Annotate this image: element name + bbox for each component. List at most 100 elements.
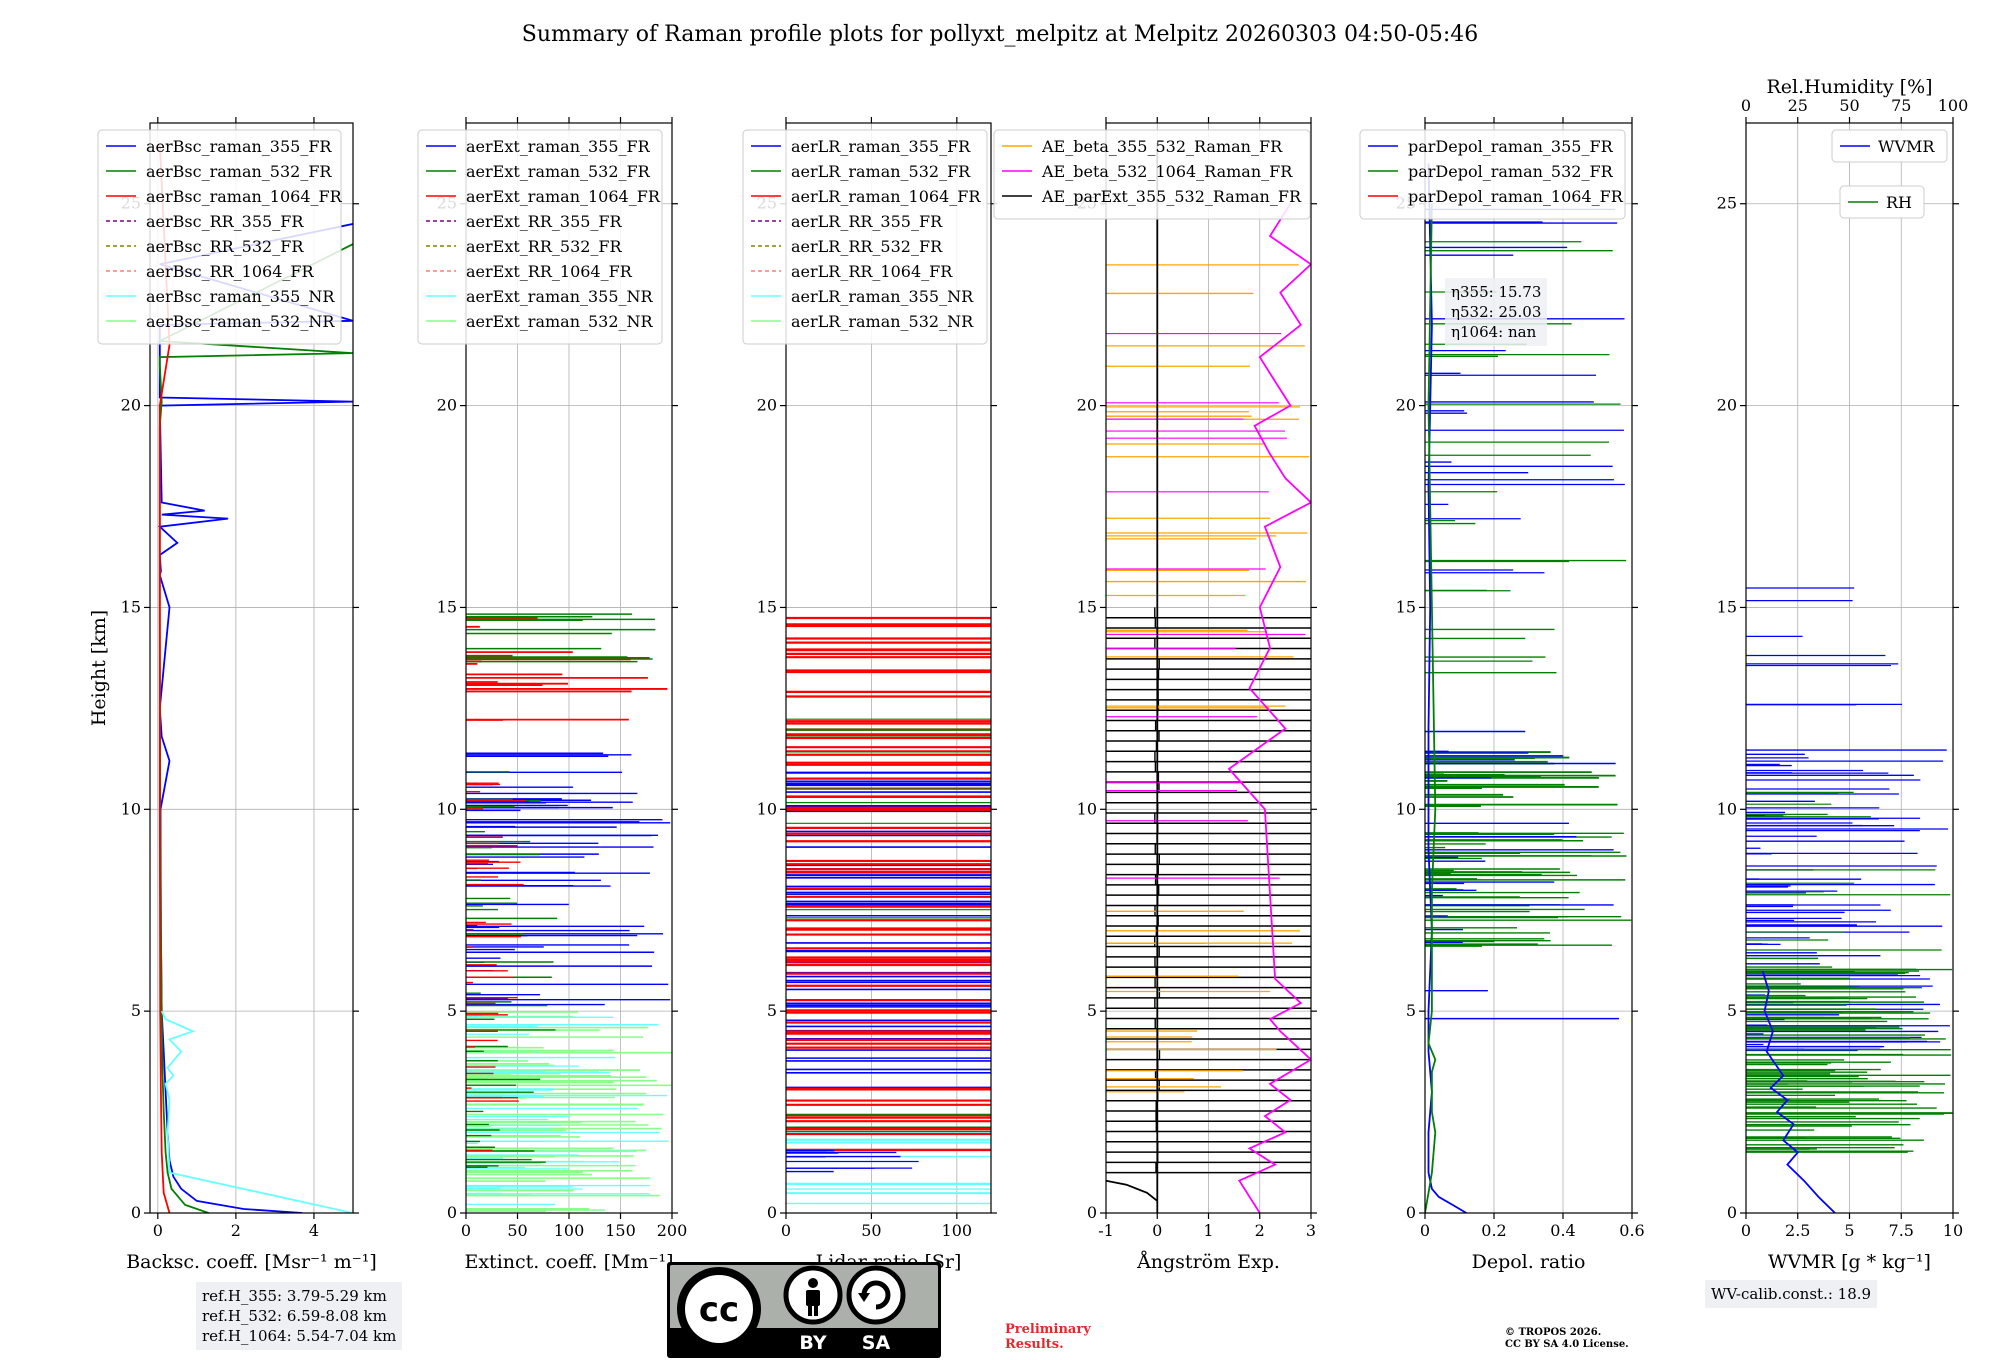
legend-label: parDepol_raman_532_FR <box>1408 162 1614 181</box>
top-tick-label: 25 <box>1788 96 1808 115</box>
legend-label: aerExt_RR_532_FR <box>466 237 623 256</box>
x-tick-label: 50 <box>507 1221 527 1240</box>
cc-by-label: BY <box>799 1332 826 1354</box>
x-tick-label: 0 <box>153 1221 163 1240</box>
legend-label: RH <box>1886 193 1912 212</box>
legend-label: aerBsc_raman_532_NR <box>146 312 335 331</box>
y-tick-label: 15 <box>1717 597 1737 616</box>
subplot-bsc: 0240510152025Backsc. coeff. [Msr⁻¹ m⁻¹]H… <box>88 117 377 1273</box>
legend-label: aerBsc_raman_355_FR <box>146 137 332 156</box>
legend-label: aerLR_RR_532_FR <box>791 237 943 256</box>
x-tick-label: 4 <box>309 1221 319 1240</box>
legend-box <box>1359 129 1626 220</box>
subplot-ext: 0501001502000510152025Extinct. coeff. [M… <box>417 117 688 1273</box>
x-tick-label: 0.6 <box>1619 1221 1644 1240</box>
y-tick-label: 5 <box>447 1001 457 1020</box>
legend-label: aerLR_RR_1064_FR <box>791 262 953 281</box>
y-tick-label: 0 <box>1087 1203 1097 1222</box>
y-tick-label: 15 <box>437 597 457 616</box>
axes-frame-dep <box>1424 122 1633 1214</box>
top-tick-label: 0 <box>1741 96 1751 115</box>
legend-label: aerExt_raman_532_NR <box>466 312 654 331</box>
y-tick-label: 20 <box>437 396 457 415</box>
y-tick-label: 15 <box>121 597 141 616</box>
wv-calibration-box: WV-calib.const.: 18.9 <box>1705 1280 1878 1308</box>
legend-label: aerExt_raman_355_FR <box>466 137 651 156</box>
legend-label: aerBsc_raman_1064_FR <box>146 187 343 206</box>
y-tick-label: 15 <box>757 597 777 616</box>
cc-mark: cc <box>699 1290 739 1330</box>
x-axis-label: WVMR [g * kg⁻¹] <box>1768 1251 1931 1273</box>
x-tick-label: 0 <box>1741 1221 1751 1240</box>
legend-wv-WVMR: WVMR <box>1831 129 1948 163</box>
copyright-line-1: © TROPOS 2026. <box>1505 1327 1602 1338</box>
data-layer-ext <box>466 613 672 1212</box>
x-tick-label: 0 <box>1420 1221 1430 1240</box>
y-tick-label: 10 <box>437 799 457 818</box>
y-tick-label: 0 <box>131 1203 141 1222</box>
x-tick-label: 3 <box>1306 1221 1316 1240</box>
series-parDepol_raman_355_FR <box>1427 163 1467 1213</box>
legend-box <box>1839 185 1925 219</box>
y-tick-label: 0 <box>1727 1203 1737 1222</box>
legend-label: aerLR_raman_532_FR <box>791 162 971 181</box>
axes-frame-lr <box>785 122 992 1214</box>
series-WVMR <box>1761 970 1836 1213</box>
legend-label: aerLR_raman_355_FR <box>791 137 971 156</box>
y-tick-label: 10 <box>1396 799 1416 818</box>
legend-box <box>97 129 342 345</box>
y-tick-label: 5 <box>1406 1001 1416 1020</box>
legend-label: aerBsc_raman_532_FR <box>146 162 332 181</box>
x-axis-label: Extinct. coeff. [Mm⁻¹] <box>464 1251 673 1273</box>
x-tick-label: 0.4 <box>1550 1221 1575 1240</box>
copyright-line-2: CC BY SA 4.0 License. <box>1505 1339 1629 1350</box>
x-axis-label: Ångström Exp. <box>1136 1251 1280 1273</box>
x-tick-label: 10 <box>1943 1221 1963 1240</box>
x-tick-label: 100 <box>942 1221 973 1240</box>
x-tick-label: 2.5 <box>1785 1221 1810 1240</box>
x-tick-label: 5 <box>1844 1221 1854 1240</box>
figure-title: Summary of Raman profile plots for polly… <box>521 22 1479 47</box>
top-tick-label: 75 <box>1891 96 1911 115</box>
legend-box <box>1831 129 1948 163</box>
y-tick-label: 0 <box>1406 1203 1416 1222</box>
x-tick-label: 100 <box>554 1221 585 1240</box>
x-tick-label: 0.2 <box>1481 1221 1506 1240</box>
eta-box: η355: 15.73 η532: 25.03 η1064: nan <box>1445 278 1548 346</box>
y-tick-label: 20 <box>1077 396 1097 415</box>
legend-box <box>993 129 1311 220</box>
subplot-lr: 0501000510152025Lidar ratio [Sr]aerLR_ra… <box>742 117 997 1273</box>
ref-height-532: ref.H_532: 6.59-8.08 km <box>202 1307 387 1325</box>
x-axis-label: Depol. ratio <box>1472 1251 1586 1273</box>
series-AE_beta_532_1064_Raman_FR <box>1227 203 1311 1213</box>
x-tick-label: 0 <box>781 1221 791 1240</box>
data-layer-dep <box>1425 163 1632 1213</box>
legend-label: AE_beta_532_1064_Raman_FR <box>1041 162 1293 181</box>
x-tick-label: 1 <box>1203 1221 1213 1240</box>
y-tick-label: 15 <box>1396 597 1416 616</box>
legend-label: aerBsc_RR_355_FR <box>146 212 304 231</box>
legend-label: parDepol_raman_355_FR <box>1408 137 1614 156</box>
top-tick-label: 100 <box>1938 96 1969 115</box>
legend-label: aerExt_raman_355_NR <box>466 287 654 306</box>
y-axis-label: Height [km] <box>88 610 110 726</box>
y-tick-label: 5 <box>131 1001 141 1020</box>
legend-wv-RH: RH <box>1839 185 1925 219</box>
ref-height-355: ref.H_355: 3.79-5.29 km <box>202 1287 387 1305</box>
legend-bsc: aerBsc_raman_355_FR aerBsc_raman_532_FRae… <box>97 129 343 345</box>
series-aerBsc_raman_1064_FR <box>158 143 171 1213</box>
y-tick-label: 20 <box>121 396 141 415</box>
legend-label: aerLR_raman_532_NR <box>791 312 974 331</box>
x-axis-label: Backsc. coeff. [Msr⁻¹ m⁻¹] <box>126 1251 377 1273</box>
y-tick-label: 20 <box>757 396 777 415</box>
y-tick-label: 5 <box>1087 1001 1097 1020</box>
y-tick-label: 0 <box>767 1203 777 1222</box>
x-tick-label: 7.5 <box>1889 1221 1914 1240</box>
cc-by-sa-license-badge: cc BY SA <box>667 1262 941 1358</box>
x-tick-label: 200 <box>657 1221 688 1240</box>
x-tick-label: 2 <box>231 1221 241 1240</box>
y-tick-label: 10 <box>757 799 777 818</box>
legend-ext: aerExt_raman_355_FR aerExt_raman_532_FRae… <box>417 129 663 345</box>
